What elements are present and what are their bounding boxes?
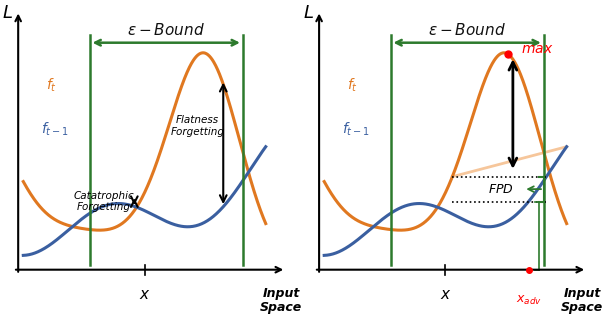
Text: $f_{t-1}$: $f_{t-1}$ — [342, 121, 370, 138]
Text: Input
Space: Input Space — [260, 287, 302, 314]
Text: $L$: $L$ — [2, 4, 13, 22]
Text: $\varepsilon - Bound$: $\varepsilon - Bound$ — [428, 22, 506, 38]
Text: $max$: $max$ — [521, 42, 553, 56]
Text: $x$: $x$ — [139, 287, 150, 302]
Text: Catatrophic
Forgetting: Catatrophic Forgetting — [73, 191, 134, 212]
Text: $FPD$: $FPD$ — [488, 183, 513, 196]
Text: $f_t$: $f_t$ — [347, 77, 358, 94]
Text: $\varepsilon - Bound$: $\varepsilon - Bound$ — [127, 22, 205, 38]
Text: $x$: $x$ — [439, 287, 451, 302]
Text: $f_t$: $f_t$ — [46, 77, 57, 94]
Text: $f_{t-1}$: $f_{t-1}$ — [41, 121, 69, 138]
Text: Input
Space: Input Space — [561, 287, 603, 314]
Text: Flatness
Forgetting: Flatness Forgetting — [171, 115, 225, 137]
Text: $L$: $L$ — [304, 4, 315, 22]
Text: $x_{adv}$: $x_{adv}$ — [516, 294, 542, 308]
